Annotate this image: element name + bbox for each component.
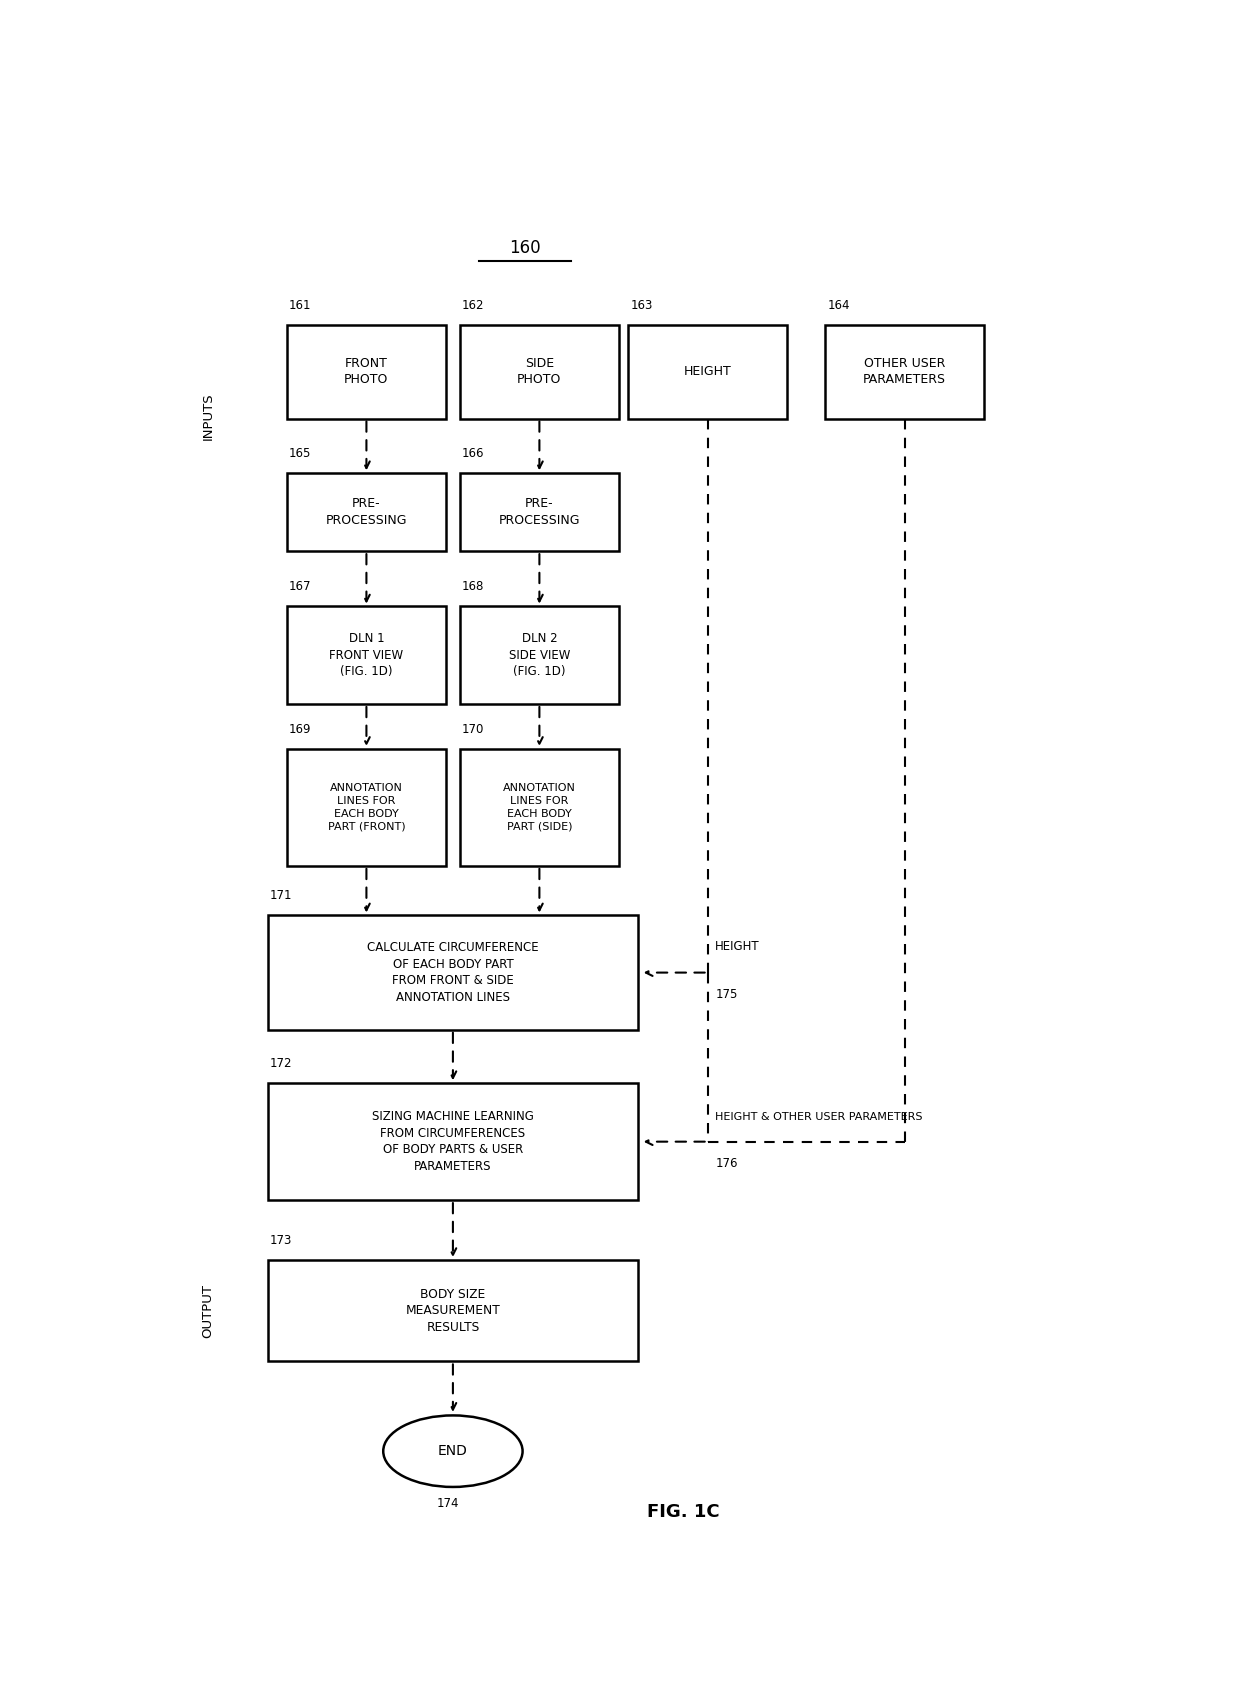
Text: PRE-
PROCESSING: PRE- PROCESSING [326, 498, 407, 527]
Text: 165: 165 [289, 448, 311, 459]
Text: FIG. 1C: FIG. 1C [647, 1503, 720, 1522]
Ellipse shape [383, 1415, 522, 1486]
Text: 175: 175 [715, 988, 738, 1002]
Text: SIZING MACHINE LEARNING
FROM CIRCUMFERENCES
OF BODY PARTS & USER
PARAMETERS: SIZING MACHINE LEARNING FROM CIRCUMFEREN… [372, 1110, 534, 1172]
Bar [288, 473, 445, 551]
Text: 166: 166 [463, 448, 485, 459]
Text: 161: 161 [289, 299, 311, 312]
Bar [629, 324, 787, 419]
Text: 174: 174 [436, 1496, 459, 1510]
Bar [288, 748, 445, 866]
Bar [826, 324, 983, 419]
Text: 168: 168 [463, 581, 485, 593]
Bar [460, 748, 619, 866]
Text: CALCULATE CIRCUMFERENCE
OF EACH BODY PART
FROM FRONT & SIDE
ANNOTATION LINES: CALCULATE CIRCUMFERENCE OF EACH BODY PAR… [367, 941, 538, 1003]
Text: BODY SIZE
MEASUREMENT
RESULTS: BODY SIZE MEASUREMENT RESULTS [405, 1287, 500, 1334]
Text: 169: 169 [289, 723, 311, 736]
Text: END: END [438, 1444, 467, 1458]
Text: 173: 173 [270, 1235, 293, 1246]
Text: 176: 176 [715, 1157, 738, 1170]
Text: SIDE
PHOTO: SIDE PHOTO [517, 356, 562, 387]
Text: 170: 170 [463, 723, 485, 736]
Bar [288, 324, 445, 419]
Bar [268, 1083, 637, 1201]
Bar [460, 473, 619, 551]
Bar [288, 606, 445, 704]
Text: OTHER USER
PARAMETERS: OTHER USER PARAMETERS [863, 356, 946, 387]
Text: 167: 167 [289, 581, 311, 593]
Text: DLN 2
SIDE VIEW
(FIG. 1D): DLN 2 SIDE VIEW (FIG. 1D) [508, 632, 570, 679]
Text: 162: 162 [463, 299, 485, 312]
Bar [460, 606, 619, 704]
Text: ANNOTATION
LINES FOR
EACH BODY
PART (SIDE): ANNOTATION LINES FOR EACH BODY PART (SID… [503, 784, 575, 831]
Text: HEIGHT: HEIGHT [715, 941, 760, 953]
Text: HEIGHT & OTHER USER PARAMETERS: HEIGHT & OTHER USER PARAMETERS [715, 1111, 923, 1121]
Text: 164: 164 [827, 299, 849, 312]
Bar [268, 1260, 637, 1361]
Bar [460, 324, 619, 419]
Text: 160: 160 [510, 240, 541, 257]
Text: HEIGHT: HEIGHT [683, 365, 732, 378]
Text: 171: 171 [270, 890, 293, 902]
Text: 172: 172 [270, 1057, 293, 1071]
Text: OUTPUT: OUTPUT [201, 1284, 215, 1338]
Bar [268, 915, 637, 1030]
Text: 163: 163 [630, 299, 652, 312]
Text: PRE-
PROCESSING: PRE- PROCESSING [498, 498, 580, 527]
Text: ANNOTATION
LINES FOR
EACH BODY
PART (FRONT): ANNOTATION LINES FOR EACH BODY PART (FRO… [327, 784, 405, 831]
Text: INPUTS: INPUTS [201, 392, 215, 439]
Text: DLN 1
FRONT VIEW
(FIG. 1D): DLN 1 FRONT VIEW (FIG. 1D) [330, 632, 403, 679]
Text: FRONT
PHOTO: FRONT PHOTO [345, 356, 388, 387]
